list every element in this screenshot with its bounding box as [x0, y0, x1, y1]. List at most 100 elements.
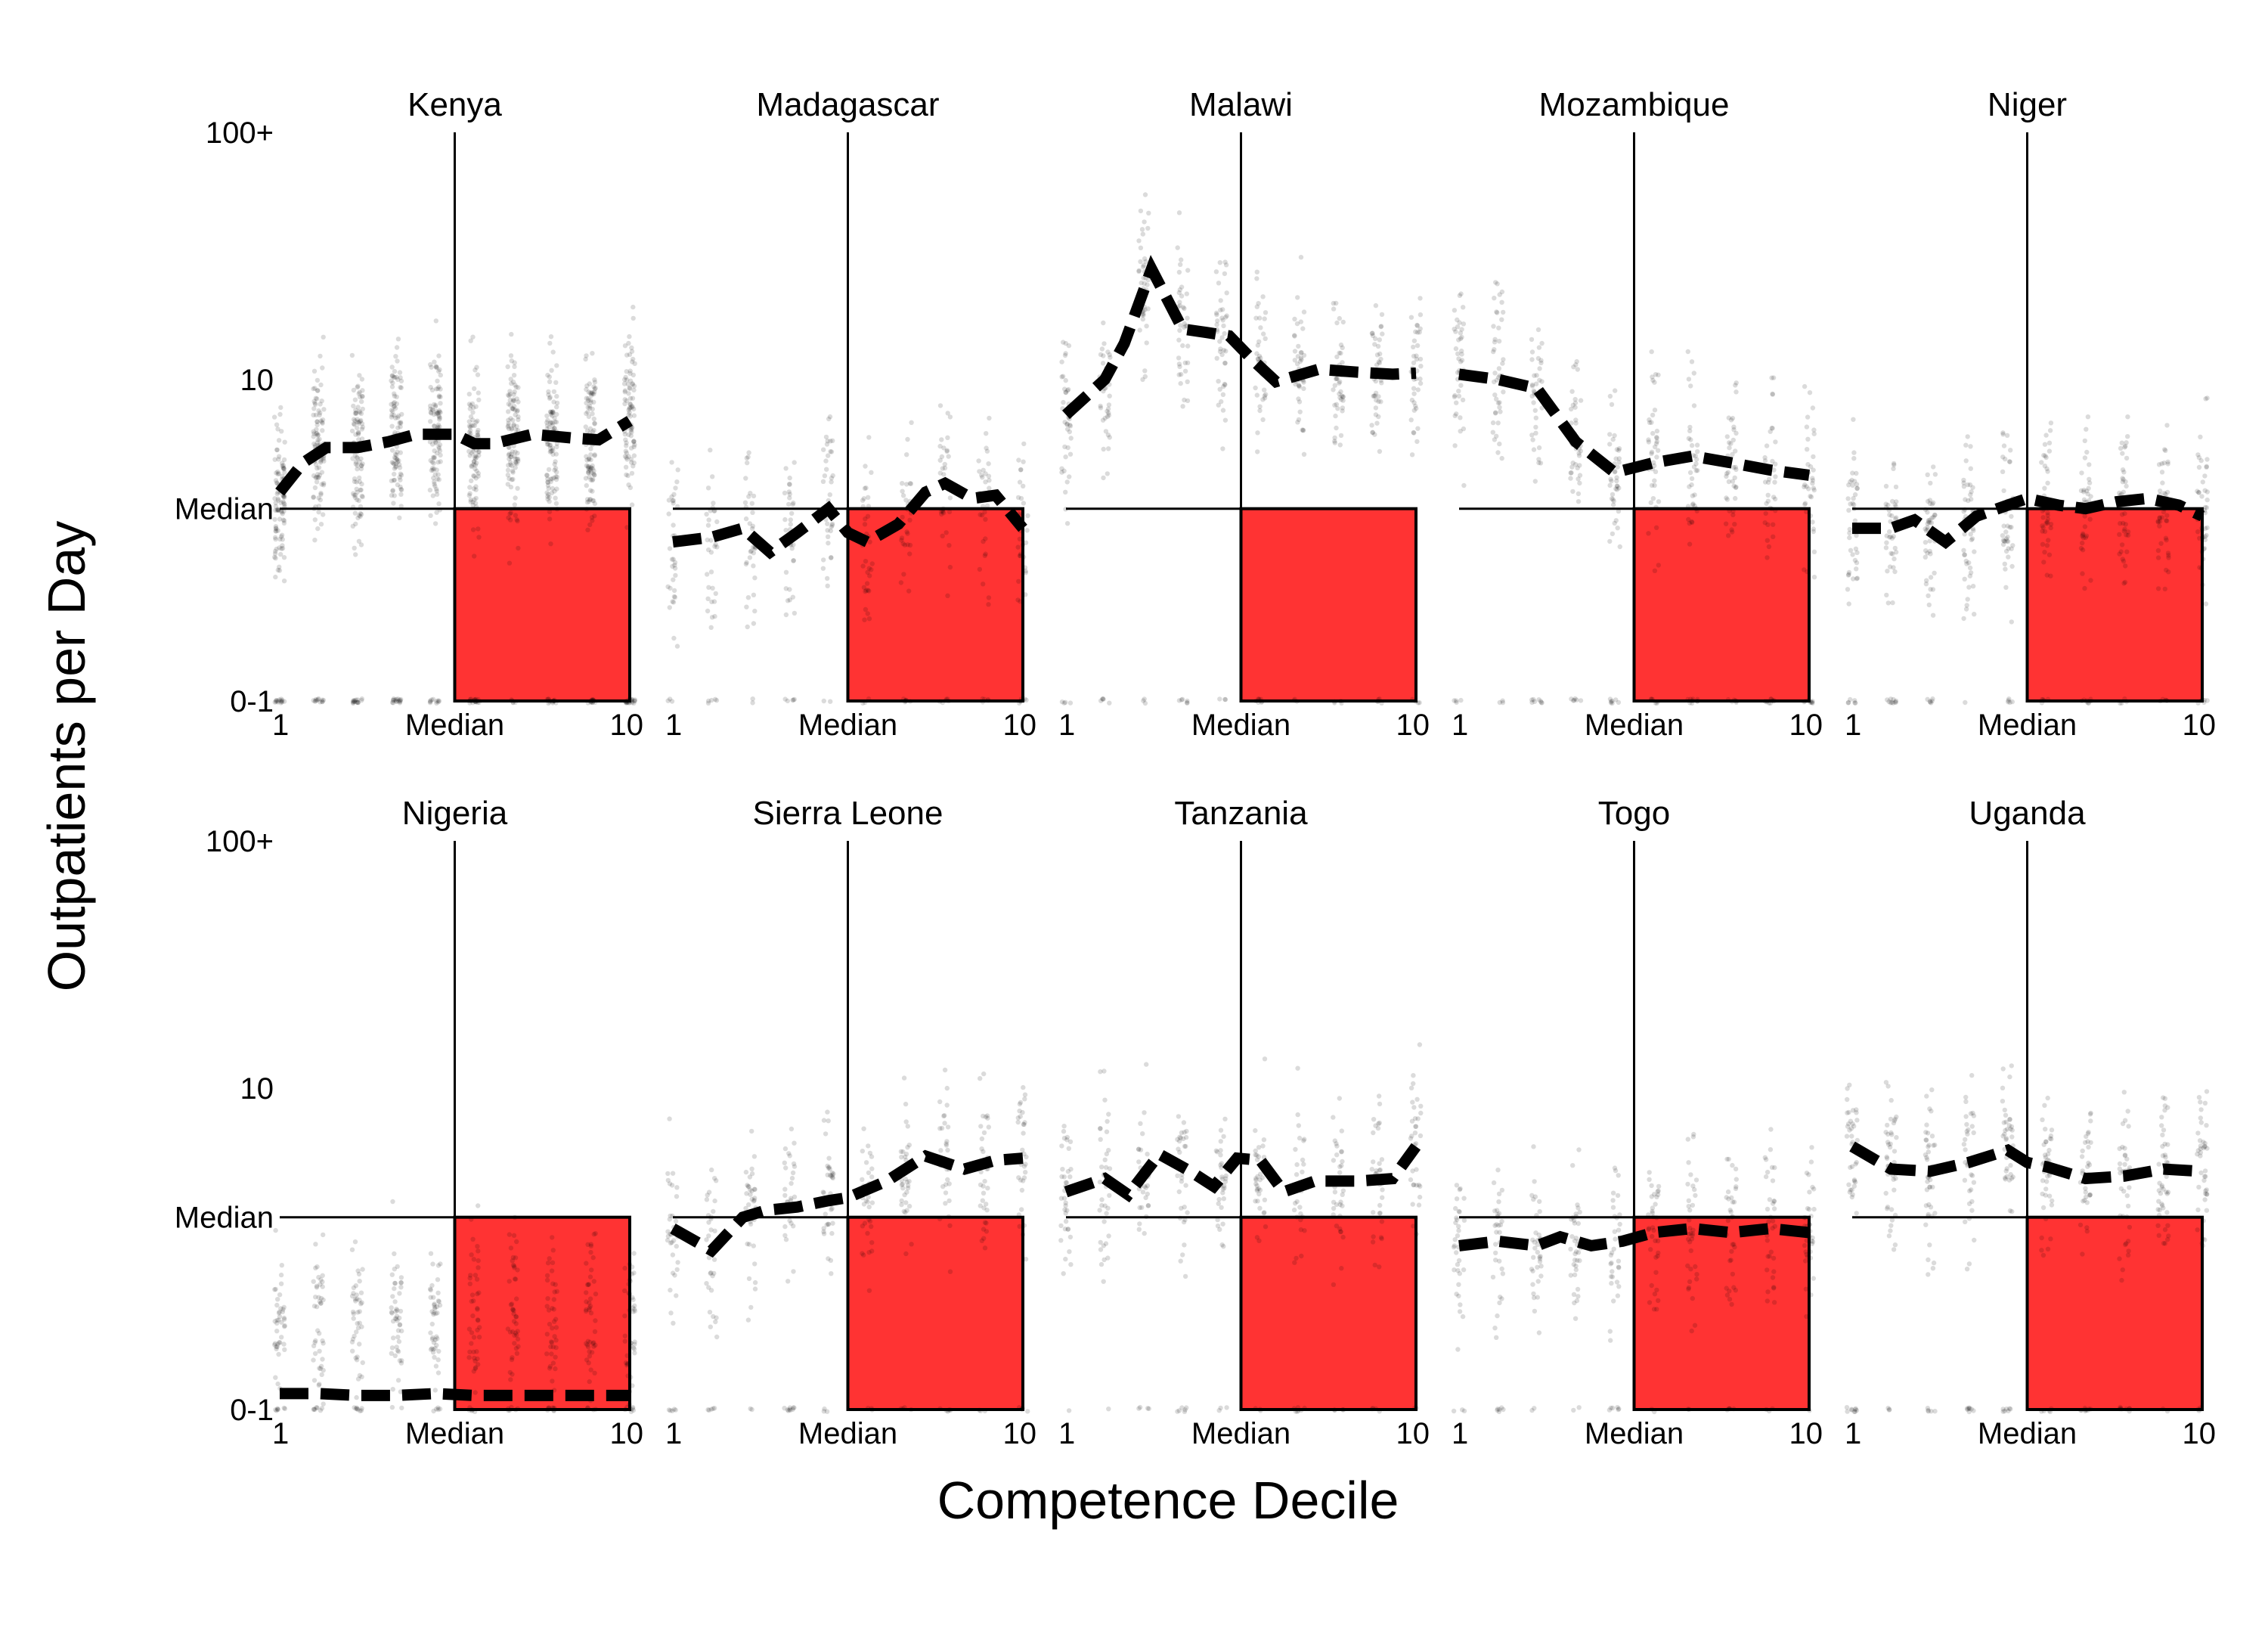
data-point [429, 1309, 435, 1314]
data-point [1220, 408, 1226, 413]
data-point [2155, 547, 2161, 554]
data-point [1138, 1121, 1143, 1127]
data-point [1410, 1202, 1415, 1207]
data-point [589, 465, 594, 471]
data-point [904, 482, 909, 487]
data-point [624, 398, 630, 404]
data-point [751, 621, 757, 626]
data-point [790, 594, 796, 600]
data-point [1968, 492, 1973, 498]
data-point [710, 1273, 715, 1279]
data-point [1652, 1292, 1658, 1297]
data-point [1932, 472, 1938, 477]
data-point [515, 1329, 520, 1334]
data-point [670, 498, 676, 504]
data-point [1338, 389, 1343, 395]
data-point [1690, 1202, 1696, 1208]
data-point [1107, 700, 1112, 706]
data-point [318, 699, 323, 705]
data-point [631, 439, 637, 445]
data-point [467, 700, 472, 706]
data-point [1730, 1199, 1736, 1205]
data-point [942, 1067, 948, 1073]
data-point [2002, 1131, 2007, 1137]
data-point [749, 526, 755, 532]
data-point [510, 470, 516, 475]
data-point [1461, 426, 1467, 432]
data-point [589, 515, 595, 520]
data-point [507, 560, 513, 566]
data-point [1730, 508, 1736, 514]
data-point [2001, 523, 2006, 529]
data-point [1411, 391, 1417, 396]
data-point [2004, 1174, 2009, 1180]
data-point [590, 351, 595, 356]
data-point [631, 387, 637, 393]
data-point [398, 473, 404, 478]
data-point [2006, 1406, 2012, 1411]
data-point [1067, 429, 1073, 435]
data-point [669, 699, 675, 704]
data-point [903, 1251, 909, 1257]
data-point [790, 1407, 795, 1413]
data-point [1804, 509, 1809, 514]
data-point [1372, 336, 1378, 341]
data-point [1530, 1282, 1535, 1287]
data-point [1854, 560, 1860, 566]
data-point [860, 1177, 865, 1183]
data-point [786, 489, 792, 495]
data-point [357, 1320, 362, 1326]
data-point [2084, 1229, 2090, 1234]
data-point [1730, 437, 1736, 443]
data-point [390, 461, 396, 466]
data-point [1373, 405, 1379, 411]
data-point [2202, 473, 2208, 479]
data-point [1770, 458, 1775, 464]
data-point [1762, 454, 1768, 461]
data-point [1607, 393, 1613, 399]
data-point [1533, 415, 1539, 420]
data-point [315, 1328, 321, 1333]
data-point [2088, 1407, 2093, 1412]
data-point [1574, 1298, 1580, 1304]
data-point [823, 458, 829, 464]
data-point [1060, 374, 1066, 379]
data-point [321, 512, 326, 517]
data-point [553, 1354, 558, 1360]
data-point [1020, 697, 1026, 703]
x-tick-label: Median [1978, 709, 2077, 742]
data-point [1963, 558, 1969, 564]
data-point [354, 699, 359, 705]
data-point [1377, 337, 1383, 343]
data-point [1063, 389, 1069, 395]
data-point [350, 456, 355, 461]
data-point [2009, 619, 2014, 625]
data-point [431, 461, 436, 466]
panel-title: Sierra Leone [753, 795, 943, 832]
data-point [1961, 1142, 1967, 1147]
data-point [1456, 1258, 1462, 1264]
data-point [472, 1273, 479, 1278]
data-point [430, 1261, 435, 1267]
data-point [1456, 1293, 1461, 1299]
data-point [1811, 427, 1817, 433]
data-point [1177, 299, 1182, 305]
data-point [436, 445, 442, 451]
data-point [273, 548, 278, 554]
data-point [1649, 1282, 1654, 1289]
data-point [2200, 697, 2205, 702]
data-point [623, 464, 629, 470]
data-point [437, 1302, 443, 1308]
data-point [282, 1323, 287, 1329]
data-point [552, 1406, 557, 1411]
data-point [591, 384, 596, 389]
data-point [552, 426, 557, 431]
data-point [2203, 396, 2208, 402]
data-point [355, 1406, 360, 1412]
data-point [706, 1220, 711, 1225]
data-point [1182, 1242, 1187, 1248]
data-point [277, 1340, 283, 1345]
data-point [2122, 510, 2127, 516]
data-point [435, 1357, 441, 1363]
